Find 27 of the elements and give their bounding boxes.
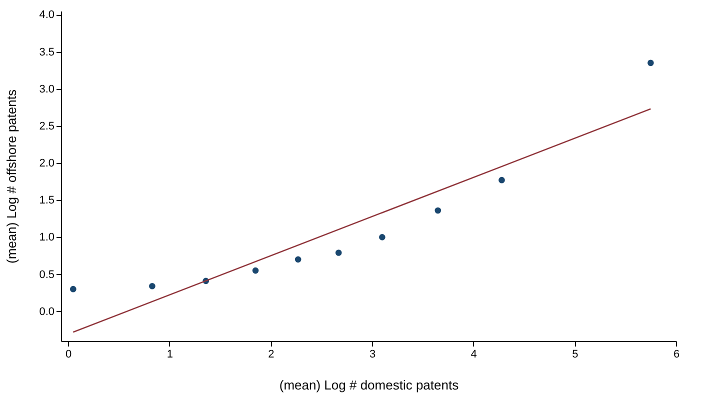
y-tick-label: 0.5 (39, 268, 54, 281)
y-tick-label: 2.0 (39, 158, 54, 170)
y-tick-label: 2.5 (39, 120, 54, 132)
point (434, 207, 442, 214)
y-tick-label: 3.0 (39, 83, 54, 96)
y-tick-label: 1.5 (39, 194, 54, 207)
y-tick-label: 0.0 (39, 306, 54, 318)
x-tick-label: 5 (572, 348, 578, 360)
x-tick-label: 3 (369, 348, 376, 360)
x-tick-label: 0 (66, 348, 72, 360)
y-axis-title: (mean) Log # offshore patents (4, 89, 20, 264)
point (335, 250, 342, 256)
x-tick-label: 2 (268, 348, 274, 360)
y-tick-label: 3.5 (39, 46, 54, 58)
point (149, 282, 156, 290)
point (498, 176, 505, 184)
y-tick-label: 1.0 (39, 232, 54, 244)
x-tick-label: 1 (166, 348, 173, 360)
x-axis-title: (mean) Log # domestic patents (279, 378, 460, 392)
point (252, 267, 259, 274)
point (294, 256, 302, 263)
point (379, 234, 386, 240)
point (70, 286, 76, 292)
y-tick-label: 4.0 (39, 9, 54, 22)
x-tick-label: 6 (673, 348, 680, 360)
point (648, 60, 654, 66)
x-tick-label: 4 (470, 348, 477, 360)
